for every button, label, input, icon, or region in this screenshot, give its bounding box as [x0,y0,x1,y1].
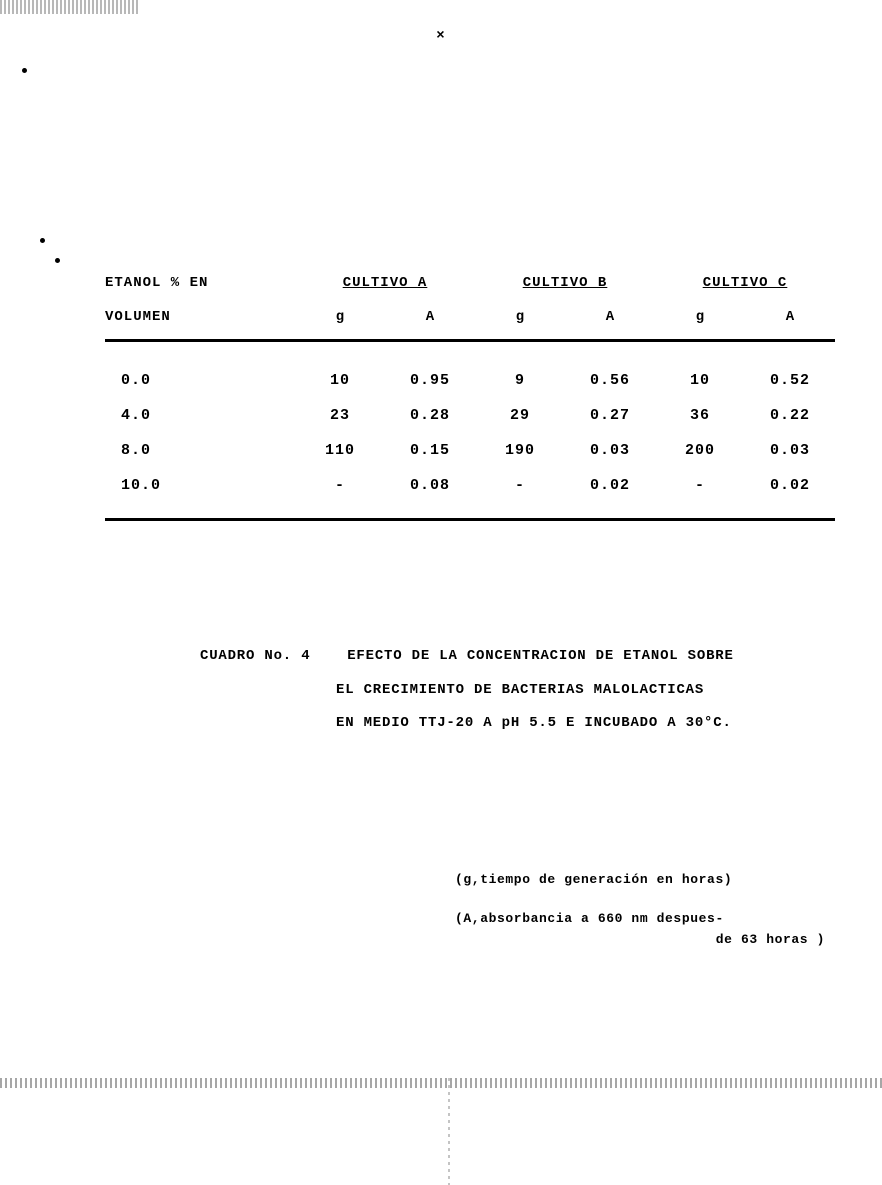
cell: 10 [655,372,745,389]
cell-label: 0.0 [105,372,295,389]
legend-line-a-2: de 63 horas ) [455,930,845,951]
cell: - [295,477,385,494]
table-rule-bottom [105,518,835,521]
subhead-b-A: A [565,309,655,325]
subhead-c-A: A [745,309,835,325]
cell: 190 [475,442,565,459]
legend-line-a-1: (A,absorbancia a 660 nm despues- [455,909,845,930]
caption-line-2: EL CRECIMIENTO DE BACTERIAS MALOLACTICAS [200,674,840,708]
cell: - [655,477,745,494]
cell: 23 [295,407,385,424]
cell: 0.02 [745,477,835,494]
table-row: 0.0 10 0.95 9 0.56 10 0.52 [105,372,835,389]
row-header-label-2: VOLUMEN [105,309,295,325]
cell: 0.08 [385,477,475,494]
caption-label: CUADRO No. 4 [200,648,310,664]
cell: 0.03 [565,442,655,459]
cell: 0.28 [385,407,475,424]
col-group-a: CULTIVO A [343,275,428,291]
cell: 29 [475,407,565,424]
cell: 0.22 [745,407,835,424]
subhead-b-g: g [475,309,565,325]
table-header-row-groups: ETANOL % EN CULTIVO A CULTIVO B CULTIVO … [105,275,835,291]
table-body: 0.0 10 0.95 9 0.56 10 0.52 4.0 23 0.28 2… [105,342,835,518]
table-header-row-sub: VOLUMEN g A g A g A [105,309,835,325]
cell: - [475,477,565,494]
cell: 200 [655,442,745,459]
caption-line-1: EFECTO DE LA CONCENTRACION DE ETANOL SOB… [347,648,733,664]
dust-speck [55,258,60,263]
dust-speck [22,68,27,73]
caption-line-3: EN MEDIO TTJ-20 A pH 5.5 E INCUBADO A 30… [200,707,840,741]
cell: 0.03 [745,442,835,459]
scan-fold-line [448,1078,450,1185]
table-caption: CUADRO No. 4 EFECTO DE LA CONCENTRACION … [200,640,840,741]
cell-label: 8.0 [105,442,295,459]
cell: 0.15 [385,442,475,459]
cell-label: 4.0 [105,407,295,424]
cell: 110 [295,442,385,459]
subhead-a-g: g [295,309,385,325]
cell-label: 10.0 [105,477,295,494]
cell: 0.95 [385,372,475,389]
legend-line-g: (g,tiempo de generación en horas) [455,870,845,891]
legend: (g,tiempo de generación en horas) (A,abs… [455,870,845,950]
cell: 0.27 [565,407,655,424]
cell: 0.02 [565,477,655,494]
subhead-a-A: A [385,309,475,325]
page-marker: × [436,28,445,44]
table-row: 4.0 23 0.28 29 0.27 36 0.22 [105,407,835,424]
dust-speck [40,238,45,243]
subhead-c-g: g [655,309,745,325]
scan-artifact-top [0,0,140,14]
cell: 9 [475,372,565,389]
cell: 36 [655,407,745,424]
data-table: ETANOL % EN CULTIVO A CULTIVO B CULTIVO … [105,275,835,521]
table-row: 8.0 110 0.15 190 0.03 200 0.03 [105,442,835,459]
cell: 0.56 [565,372,655,389]
cell: 0.52 [745,372,835,389]
scan-artifact-bottom [0,1078,882,1088]
cell: 10 [295,372,385,389]
col-group-b: CULTIVO B [523,275,608,291]
row-header-label-1: ETANOL % EN [105,275,295,291]
col-group-c: CULTIVO C [703,275,788,291]
table-row: 10.0 - 0.08 - 0.02 - 0.02 [105,477,835,494]
